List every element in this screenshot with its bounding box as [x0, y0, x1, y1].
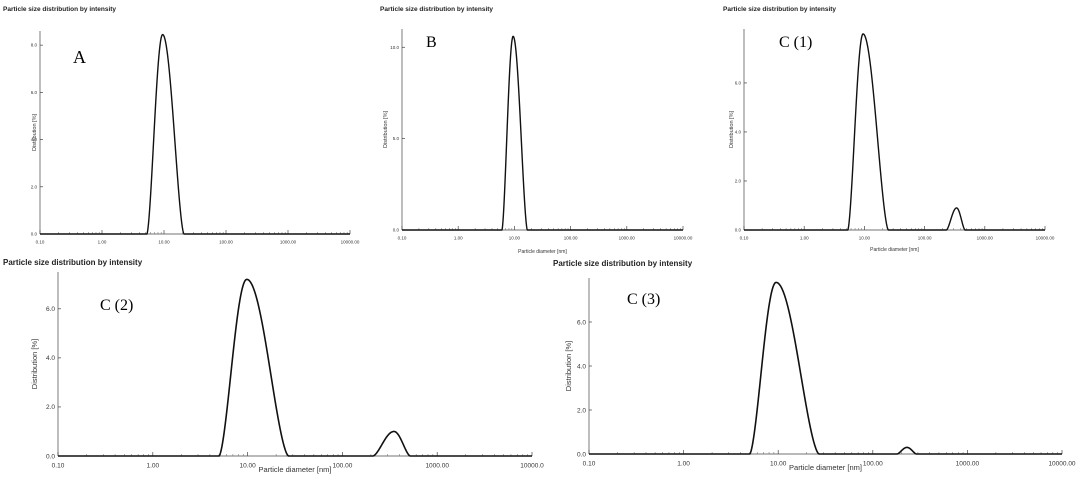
distribution-series-line	[744, 33, 1045, 231]
x-axis-label: Particle diameter [nm]	[259, 465, 332, 474]
x-tick-label: 10000.00	[341, 240, 360, 245]
y-axis-label: Distribution [%]	[564, 341, 573, 391]
y-tick-label: 0.0	[46, 453, 55, 460]
chart-title: Particle size distribution by intensity	[3, 6, 116, 13]
x-axis-label: Particle diameter [nm]	[789, 463, 862, 472]
x-tick-label: 10.00	[239, 463, 256, 470]
y-tick-label: 6.0	[31, 90, 38, 95]
x-tick-label: 10.00	[158, 240, 170, 245]
x-tick-label: 1.00	[454, 236, 463, 241]
chart-title: Particle size distribution by intensity	[3, 258, 143, 267]
x-tick-label: 10.00	[509, 236, 521, 241]
panel-label: B	[426, 34, 437, 51]
x-tick-label: 0.10	[740, 236, 749, 241]
y-tick-label: 6.0	[577, 319, 586, 326]
x-tick-label: 1.00	[800, 236, 809, 241]
x-axis-label: Particle diameter [nm]	[870, 247, 919, 253]
y-tick-label: 4.0	[735, 130, 742, 135]
y-tick-label: 6.0	[46, 306, 55, 313]
y-tick-label: 4.0	[46, 355, 55, 362]
chart-panel-2: Particle size distribution by intensity 0…	[380, 6, 693, 255]
x-tick-label: 1.00	[98, 240, 107, 245]
x-tick-label: 1.00	[677, 461, 690, 468]
y-tick-label: 0.0	[31, 232, 38, 237]
chart-title: Particle size distribution by intensity	[380, 6, 493, 13]
x-tick-label: 1000.00	[619, 236, 636, 241]
x-tick-label: 10000.00	[1036, 236, 1055, 241]
distribution-series-line	[402, 35, 683, 231]
x-tick-label: 0.10	[36, 240, 45, 245]
x-tick-label: 100.00	[918, 236, 932, 241]
distribution-series-line	[58, 278, 532, 457]
chart-title: Particle size distribution by intensity	[553, 259, 693, 268]
x-tick-label: 1000.00	[425, 463, 449, 470]
x-tick-label: 0.10	[52, 463, 65, 470]
chart-panel-4: Particle size distribution by intensity 0…	[3, 258, 544, 474]
y-tick-label: 10.0	[390, 45, 399, 50]
x-tick-label: 0.10	[398, 236, 407, 241]
y-tick-label: 2.0	[577, 407, 586, 414]
y-tick-label: 5.0	[393, 136, 400, 141]
y-axis-label: Distribution [%]	[30, 339, 39, 389]
y-axis-label: Distribution [%]	[383, 111, 389, 148]
x-tick-label: 100.00	[332, 463, 352, 470]
x-tick-label: 100.00	[564, 236, 578, 241]
x-axis-label: Particle diameter [nm]	[518, 249, 567, 255]
panel-label: A	[73, 47, 86, 67]
y-tick-label: 2.0	[735, 179, 742, 184]
x-tick-label: 100.00	[219, 240, 233, 245]
chart-title: Particle size distribution by intensity	[723, 6, 836, 13]
y-tick-label: 2.0	[31, 184, 38, 189]
y-tick-label: 0.0	[735, 228, 742, 233]
x-tick-label: 10000.0	[520, 463, 544, 470]
panel-label: C (1)	[779, 34, 812, 51]
y-tick-label: 4.0	[577, 363, 586, 370]
distribution-series-line	[589, 281, 1062, 455]
panel-label: C (3)	[627, 291, 660, 308]
panel-label: C (2)	[100, 297, 133, 314]
x-tick-label: 1.00	[146, 463, 159, 470]
x-tick-label: 100.00	[863, 461, 883, 468]
y-tick-label: 4.0	[31, 137, 38, 142]
distribution-series-line	[40, 33, 350, 235]
chart-panel-1: Particle size distribution by intensity 0…	[3, 6, 360, 245]
y-tick-label: 0.0	[393, 228, 400, 233]
chart-panel-3: Particle size distribution by intensity 0…	[723, 6, 1055, 253]
y-tick-label: 2.0	[46, 404, 55, 411]
y-axis-label: Distribution [%]	[729, 111, 735, 148]
x-tick-label: 10000.00	[674, 236, 693, 241]
x-tick-label: 1000.00	[977, 236, 994, 241]
x-tick-label: 1000.00	[956, 461, 980, 468]
chart-panel-5: Particle size distribution by intensity 0…	[553, 259, 1076, 472]
y-tick-label: 0.0	[577, 451, 586, 458]
y-tick-label: 6.0	[735, 81, 742, 86]
x-tick-label: 10000.00	[1048, 461, 1075, 468]
y-axis-label: Distribution [%]	[32, 114, 38, 151]
x-tick-label: 10.00	[770, 461, 787, 468]
x-tick-label: 10.00	[859, 236, 871, 241]
x-tick-label: 0.10	[583, 461, 596, 468]
y-tick-label: 8.0	[31, 43, 38, 48]
x-tick-label: 1000.00	[280, 240, 297, 245]
